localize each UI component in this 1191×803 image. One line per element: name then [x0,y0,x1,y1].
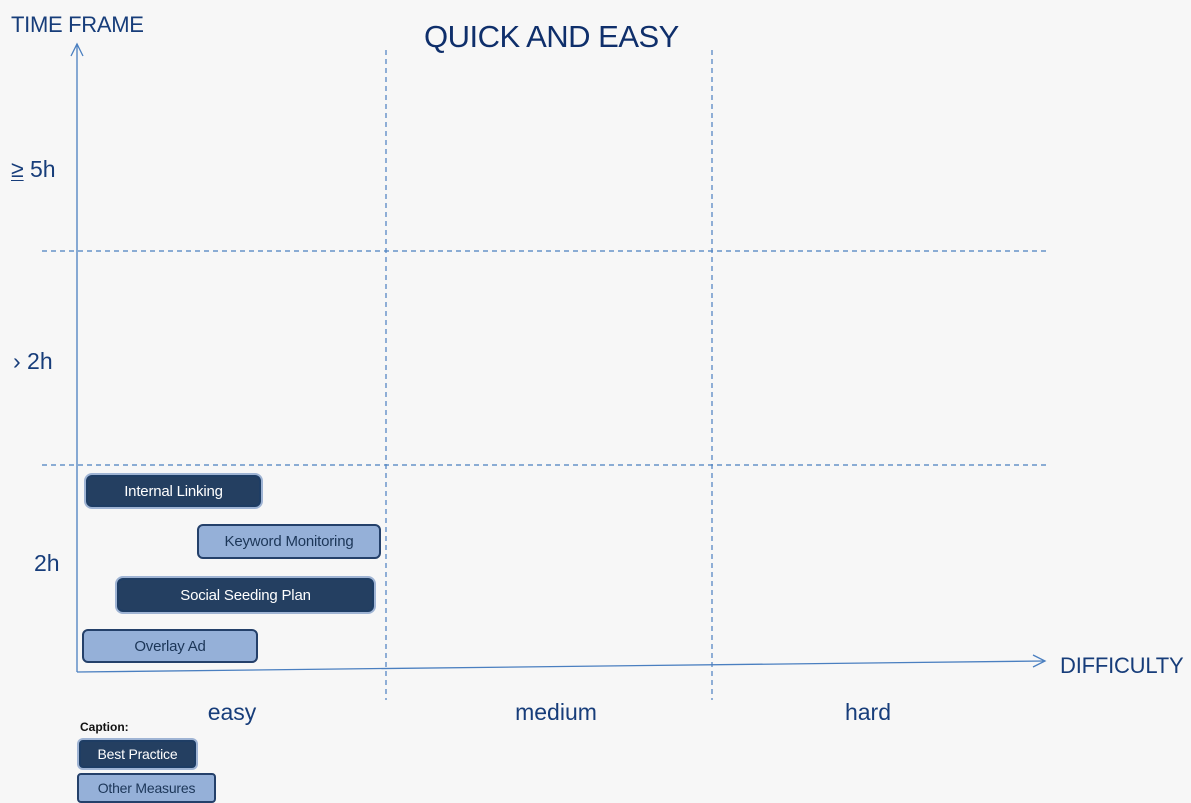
x-axis-title: DIFFICULTY [1060,653,1184,678]
measure-social-seeding-plan: Social Seeding Plan [117,578,374,612]
y-level-2h: 2h [34,550,60,577]
y-level-5h-prefix: ≥ [11,156,24,182]
y-level-5h-text: 5h [23,156,56,182]
caption-title: Caption: [80,720,129,734]
measure-overlay-ad: Overlay Ad [82,629,258,663]
y-level-5h: ≥ 5h [11,156,56,183]
measure-keyword-monitoring: Keyword Monitoring [197,524,381,559]
page-title: QUICK AND EASY [424,19,679,54]
y-level-over-2h: › 2h [13,348,53,375]
measure-internal-linking: Internal Linking [86,475,261,507]
x-level-hard: hard [844,699,892,725]
x-axis [76,660,1046,673]
y-level-2h-text: 2h [34,550,60,576]
caption-best-practice: Best Practice [79,740,196,768]
y-axis-arrowhead [70,42,84,57]
x-level-easy: easy [207,699,257,725]
y-level-over-2h-prefix: › [13,348,21,374]
x-axis-arrowhead [1032,654,1047,668]
y-axis-title: TIME FRAME [11,12,144,37]
x-level-medium: medium [515,699,597,725]
y-level-over-2h-text: 2h [20,348,53,374]
